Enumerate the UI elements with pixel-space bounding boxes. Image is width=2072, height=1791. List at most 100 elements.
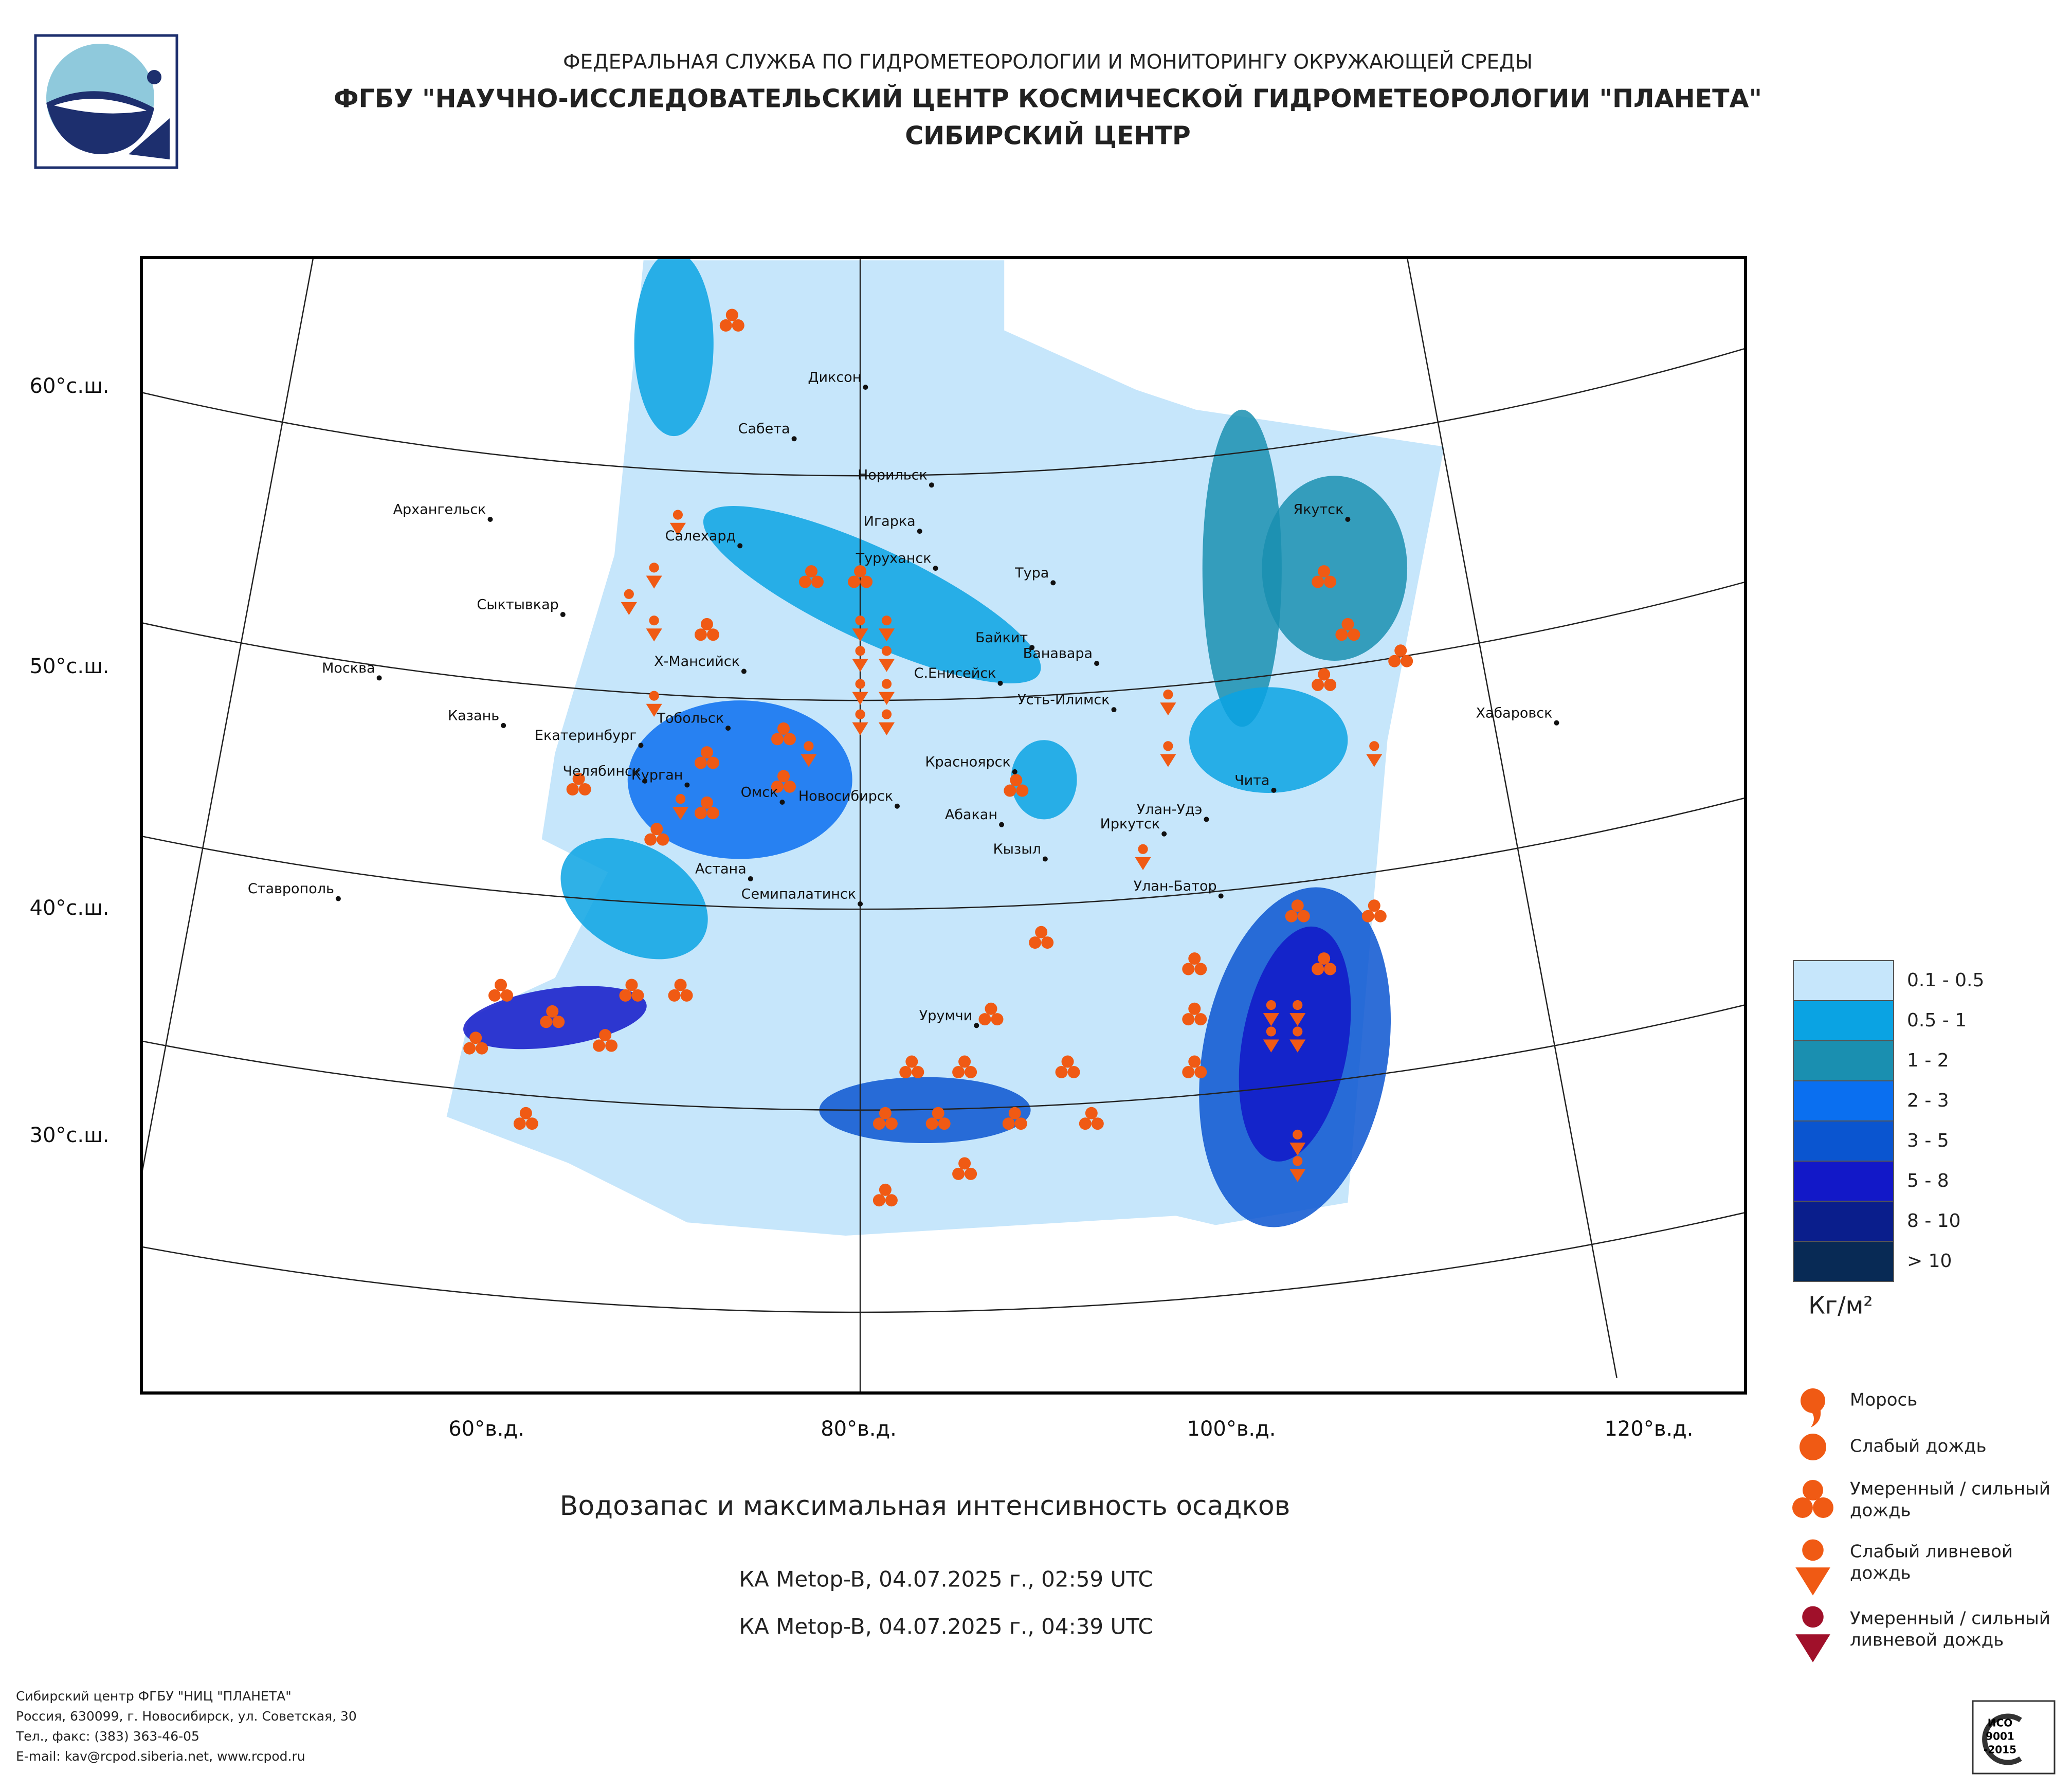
rain-drop: [1163, 690, 1173, 700]
legend-swatch: [1793, 1080, 1894, 1121]
city-dot: [1029, 645, 1035, 650]
city-dot: [863, 385, 868, 390]
rain-drop: [1369, 741, 1379, 751]
rain-drop: [798, 575, 811, 588]
rain-drop: [501, 989, 514, 1002]
cloud-area: [634, 258, 714, 437]
rain-drop: [1182, 963, 1195, 975]
city-label: Диксон: [808, 370, 861, 386]
shower-triangle: [878, 659, 895, 672]
rain-drop: [1029, 936, 1042, 949]
city-label: Астана: [695, 861, 747, 877]
rain-drop: [1324, 575, 1337, 588]
legend-label: ливневой дождь: [1850, 1630, 2004, 1651]
city-dot: [1012, 769, 1017, 774]
city-label: Челябинск: [563, 763, 641, 779]
city-dot: [335, 896, 341, 901]
cloud-area: [560, 838, 708, 960]
footer-line: Россия, 630099, г. Новосибирск, ул. Сове…: [16, 1709, 357, 1724]
legend-label: 2 - 3: [1907, 1090, 1949, 1111]
lat-label: 60°с.ш.: [30, 374, 110, 398]
legend-label: дождь: [1850, 1500, 1911, 1521]
legend-label: > 10: [1907, 1251, 1952, 1272]
shower-triangle: [1289, 1169, 1306, 1182]
legend-label: 5 - 8: [1907, 1170, 1949, 1191]
header-line: ФЕДЕРАЛЬНАЯ СЛУЖБА ПО ГИДРОМЕТЕОРОЛОГИИ …: [563, 50, 1533, 74]
rain-drop: [463, 1042, 476, 1055]
rain-drop: [1182, 1065, 1195, 1078]
rain-drop: [1348, 628, 1360, 641]
rain-drop: [899, 1065, 912, 1078]
rain-drop: [1067, 1065, 1080, 1078]
shower-triangle: [852, 659, 868, 672]
rain-drop: [1293, 1026, 1303, 1037]
header-line: СИБИРСКИЙ ЦЕНТР: [905, 120, 1191, 151]
city-dot: [501, 722, 506, 728]
rain-drop: [965, 1167, 977, 1180]
rain-drop: [771, 780, 784, 793]
shower-triangle: [852, 628, 868, 642]
rain-drop: [668, 989, 681, 1002]
rain-drop: [694, 756, 707, 769]
rain-drop: [674, 979, 687, 991]
rain-drop: [1079, 1117, 1092, 1130]
rain-drop: [958, 1055, 971, 1068]
city-label: Новосибирск: [798, 788, 893, 804]
legend-label: 0.1 - 0.5: [1907, 970, 1984, 991]
rain-drop: [1374, 910, 1387, 922]
shower-triangle: [672, 807, 689, 820]
rain-drop: [525, 1117, 538, 1130]
city-dot: [1271, 787, 1277, 793]
shower-triangle: [878, 722, 895, 735]
rain-drop: [578, 783, 591, 795]
city-label: Курган: [631, 767, 683, 783]
city-dot: [1161, 831, 1167, 837]
rain-drop: [938, 1117, 951, 1130]
shower-triangle: [1289, 1013, 1306, 1026]
city-dot: [684, 782, 690, 788]
rain-drop: [700, 746, 713, 759]
rain-drop: [1182, 1013, 1195, 1026]
legend-label: 3 - 5: [1907, 1130, 1949, 1151]
rain-drop: [1293, 1000, 1303, 1010]
rain-drop: [546, 1005, 559, 1018]
city-label: Усть-Илимск: [1017, 692, 1110, 708]
rain-drop: [784, 733, 796, 746]
rain-drop: [881, 646, 892, 656]
city-dot: [933, 566, 938, 571]
iso-text: ИСО: [1988, 1717, 2012, 1729]
rain-drop: [694, 807, 707, 820]
lat-label: 30°с.ш.: [30, 1124, 110, 1147]
city-label: Тобольск: [657, 711, 724, 727]
rain-drop: [1008, 1107, 1021, 1119]
rain-drop: [1010, 774, 1023, 787]
city-label: Сабета: [738, 421, 790, 437]
rain-drop: [1163, 741, 1173, 751]
lon-label: 120°в.д.: [1604, 1417, 1693, 1441]
rain-drop: [965, 1065, 977, 1078]
shower-triangle: [646, 628, 662, 642]
shower-triangle: [852, 692, 868, 705]
rain-drop: [881, 679, 892, 689]
rain-drop: [706, 807, 719, 820]
rain-drop: [1266, 1026, 1276, 1037]
rain-drop: [804, 741, 814, 751]
rain-drop: [855, 616, 865, 626]
legend-icon: [1800, 1434, 1826, 1460]
rain-drop: [649, 616, 659, 626]
rain-drop: [1318, 952, 1331, 965]
city-dot: [1204, 817, 1209, 822]
rain-drop: [952, 1167, 965, 1180]
legend-swatch: [1793, 1201, 1894, 1242]
rain-drop: [1055, 1065, 1068, 1078]
legend-swatch: [1793, 1161, 1894, 1202]
rain-drop: [1188, 1002, 1201, 1015]
city-label: Омск: [741, 784, 778, 800]
rain-drop: [657, 833, 669, 846]
pass-info: КА Metop-B, 04.07.2025 г., 04:39 UTC: [739, 1614, 1153, 1639]
rain-drop: [513, 1117, 526, 1130]
rain-drop: [1297, 910, 1310, 922]
rain-drop: [1318, 565, 1331, 578]
rain-drop: [811, 575, 824, 588]
